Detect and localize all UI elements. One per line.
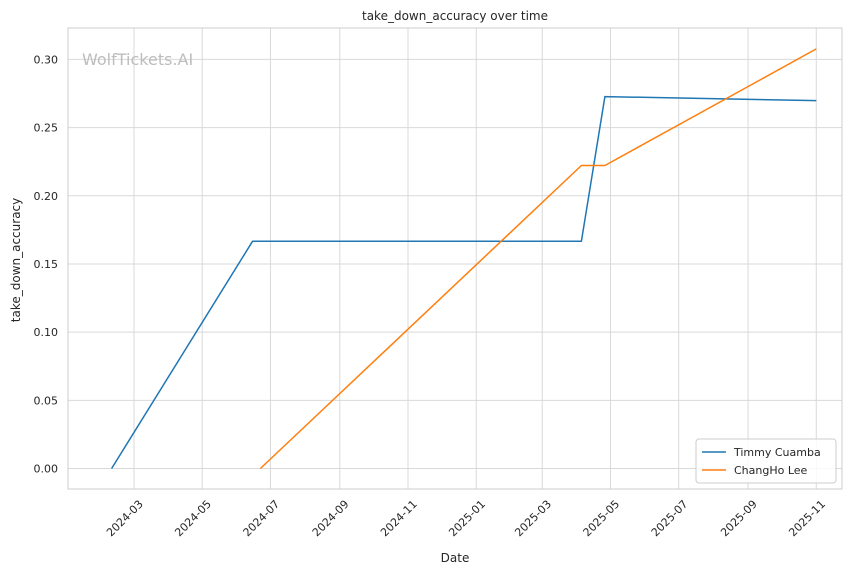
- x-tick-label: 2025-01: [446, 498, 488, 540]
- series-line-0: [110, 95, 817, 469]
- grid: [68, 28, 842, 489]
- series-group: [110, 48, 817, 470]
- x-tick-label: 2025-11: [786, 498, 828, 540]
- series-line-1: [259, 48, 817, 470]
- legend-label-changho-lee: ChangHo Lee: [734, 464, 808, 477]
- legend-box: [695, 438, 837, 484]
- x-tick-label: 2024-09: [310, 498, 352, 540]
- y-tick-label: 0.30: [34, 53, 59, 66]
- y-tick-label: 0.05: [34, 394, 59, 407]
- chart-title: take_down_accuracy over time: [362, 9, 548, 23]
- x-tick-label: 2024-03: [104, 498, 146, 540]
- x-tick-label: 2025-09: [718, 498, 760, 540]
- watermark: WolfTickets.AI: [82, 50, 193, 69]
- x-tick-label: 2025-03: [512, 498, 554, 540]
- y-tick-label: 0.00: [34, 463, 59, 476]
- y-tick-label: 0.10: [34, 326, 59, 339]
- y-axis-label: take_down_accuracy: [9, 198, 23, 322]
- y-tick-labels: 0.00 0.05 0.10 0.15 0.20 0.25 0.30: [34, 53, 59, 475]
- x-axis-label: Date: [441, 551, 470, 565]
- y-tick-label: 0.20: [34, 190, 59, 203]
- y-tick-label: 0.15: [34, 258, 59, 271]
- x-tick-label: 2025-07: [649, 498, 691, 540]
- legend-label-timmy-cuamba: Timmy Cuamba: [733, 446, 821, 459]
- x-tick-label: 2024-05: [172, 498, 214, 540]
- x-tick-labels: 2024-03 2024-05 2024-07 2024-09 2024-11 2025-…: [104, 498, 828, 540]
- x-tick-label: 2024-11: [378, 498, 420, 540]
- y-tick-label: 0.25: [34, 122, 59, 135]
- plot-area: [67, 27, 843, 490]
- legend: Timmy Cuamba ChangHo Lee: [695, 438, 837, 484]
- x-tick-label: 2024-07: [241, 498, 283, 540]
- x-tick-label: 2025-05: [581, 498, 623, 540]
